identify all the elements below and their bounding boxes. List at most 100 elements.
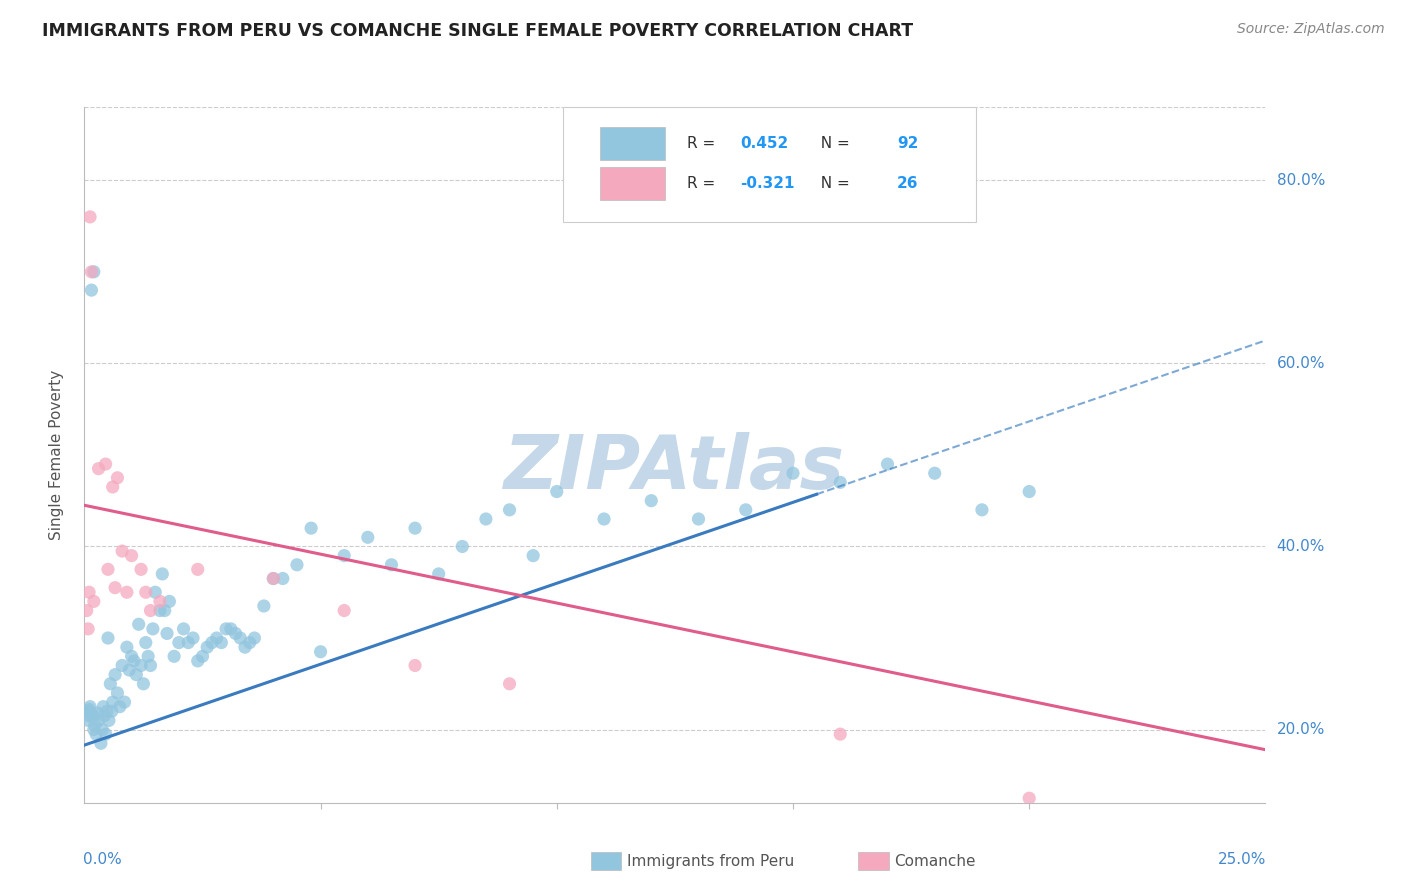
Point: [522, 549, 544, 563]
Point: [115, 640, 138, 655]
Point: [271, 572, 294, 586]
Point: [77, 585, 100, 599]
Point: [475, 512, 498, 526]
Point: [135, 635, 157, 649]
Point: [498, 503, 520, 517]
Point: [225, 626, 247, 640]
Point: [121, 649, 143, 664]
Point: [640, 493, 662, 508]
Point: [149, 594, 172, 608]
Point: [97, 631, 120, 645]
Point: [98, 677, 121, 691]
Point: [167, 635, 190, 649]
Point: [77, 702, 100, 716]
Point: [150, 566, 173, 581]
Point: [149, 603, 172, 617]
Point: [129, 658, 152, 673]
Point: [128, 617, 150, 632]
Point: [97, 562, 120, 576]
Text: 26: 26: [897, 176, 918, 191]
Point: [84, 727, 107, 741]
Point: [191, 649, 214, 664]
Point: [108, 699, 131, 714]
Point: [593, 512, 616, 526]
Text: 0.452: 0.452: [740, 136, 789, 151]
Point: [107, 471, 129, 485]
Point: [309, 645, 332, 659]
Point: [143, 585, 166, 599]
Point: [498, 677, 520, 691]
Point: [205, 631, 228, 645]
Point: [243, 631, 266, 645]
Point: [380, 558, 402, 572]
Point: [86, 706, 108, 720]
Point: [77, 708, 100, 723]
Point: [80, 265, 103, 279]
Point: [136, 649, 159, 664]
Point: [181, 631, 204, 645]
Text: 20.0%: 20.0%: [1277, 722, 1324, 737]
Point: [79, 210, 101, 224]
Point: [83, 718, 105, 732]
Point: [91, 699, 114, 714]
Point: [77, 714, 100, 728]
Point: [80, 283, 103, 297]
Point: [122, 654, 145, 668]
Point: [299, 521, 322, 535]
Point: [90, 736, 112, 750]
Point: [333, 603, 356, 617]
FancyBboxPatch shape: [562, 107, 976, 222]
Point: [87, 714, 110, 728]
Point: [111, 658, 134, 673]
Text: Comanche: Comanche: [894, 855, 976, 869]
Point: [404, 658, 426, 673]
Point: [451, 540, 474, 554]
Point: [104, 667, 127, 681]
Point: [77, 704, 100, 718]
Point: [1018, 484, 1040, 499]
Text: R =: R =: [686, 176, 720, 191]
Point: [115, 585, 138, 599]
Point: [114, 695, 136, 709]
Point: [96, 704, 118, 718]
Text: 80.0%: 80.0%: [1277, 173, 1324, 188]
Point: [209, 635, 232, 649]
Point: [118, 663, 141, 677]
Point: [91, 723, 114, 737]
Text: R =: R =: [686, 136, 720, 151]
Point: [76, 603, 98, 617]
Point: [173, 622, 195, 636]
Text: IMMIGRANTS FROM PERU VS COMANCHE SINGLE FEMALE POVERTY CORRELATION CHART: IMMIGRANTS FROM PERU VS COMANCHE SINGLE …: [42, 22, 914, 40]
Point: [87, 461, 110, 475]
Point: [195, 640, 218, 655]
Text: Source: ZipAtlas.com: Source: ZipAtlas.com: [1237, 22, 1385, 37]
Point: [93, 708, 115, 723]
Point: [94, 727, 117, 741]
Point: [1018, 791, 1040, 805]
Point: [111, 544, 134, 558]
Point: [239, 635, 262, 649]
Point: [83, 265, 105, 279]
Point: [357, 530, 380, 544]
Text: ZIPAtlas: ZIPAtlas: [505, 433, 845, 506]
FancyBboxPatch shape: [600, 127, 665, 160]
Point: [132, 677, 155, 691]
Point: [219, 622, 242, 636]
Point: [101, 480, 124, 494]
Text: 40.0%: 40.0%: [1277, 539, 1324, 554]
Point: [83, 723, 105, 737]
Text: 92: 92: [897, 136, 918, 151]
Point: [104, 581, 127, 595]
Text: 60.0%: 60.0%: [1277, 356, 1324, 371]
Text: 0.0%: 0.0%: [83, 852, 122, 866]
Point: [100, 704, 122, 718]
Point: [187, 654, 209, 668]
Point: [177, 635, 200, 649]
Point: [233, 640, 256, 655]
Point: [187, 562, 209, 576]
Point: [830, 475, 852, 490]
Point: [101, 695, 124, 709]
Point: [734, 503, 756, 517]
Point: [876, 457, 898, 471]
Point: [924, 467, 946, 481]
